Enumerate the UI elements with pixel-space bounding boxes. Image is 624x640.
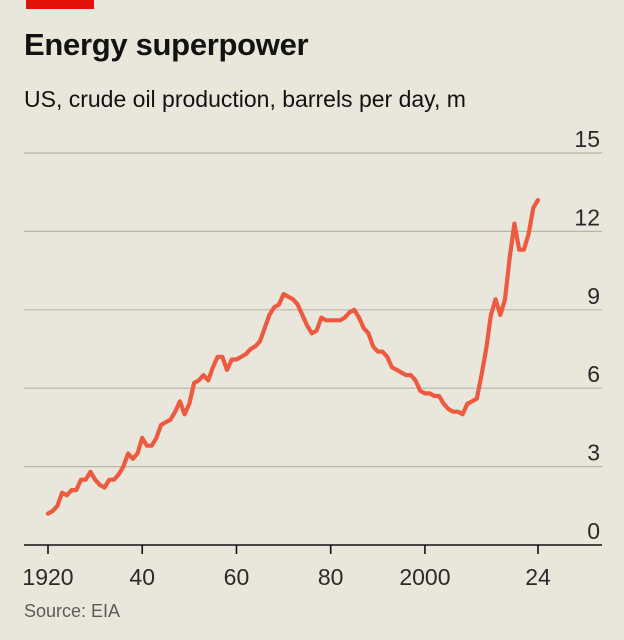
x-tick-label-2000: 2000 [399,564,450,590]
y-tick-label-9: 9 [587,283,600,309]
series-lines [45,197,541,516]
x-tick-label-1980: 80 [318,564,344,590]
chart-title: Energy superpower [24,27,309,62]
x-tick-label-2024: 24 [525,564,551,590]
y-tick-label-12: 12 [574,204,600,230]
x-tick-label-1920: 1920 [22,564,73,590]
x-tick-label-1940: 40 [129,564,155,590]
y-tick-label-0: 0 [587,518,600,544]
y-tick-label-15: 15 [574,126,600,152]
source-note: Source: EIA [24,601,121,621]
x-axis [24,544,602,554]
x-tick-labels: 1920 40 60 80 2000 24 [22,564,551,590]
y-tick-labels: 0 3 6 9 12 15 [574,126,600,544]
chart-subtitle: US, crude oil production, barrels per da… [24,86,466,112]
gridlines [24,152,602,468]
brand-accent-bar [26,0,94,9]
y-tick-label-3: 3 [587,440,600,466]
y-tick-label-6: 6 [587,361,600,387]
x-tick-label-1960: 60 [224,564,250,590]
